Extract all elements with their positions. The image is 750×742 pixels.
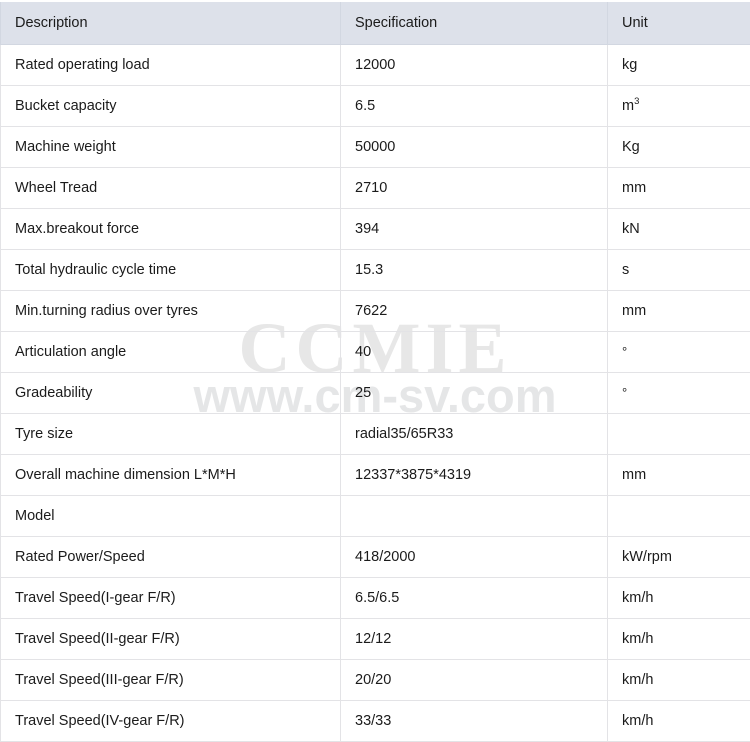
degree-symbol: ° [622,344,627,359]
cell-description: Rated Power/Speed [1,536,341,577]
cell-description: Model [1,495,341,536]
cell-description: Bucket capacity [1,85,341,126]
cell-specification: 12337*3875*4319 [341,454,608,495]
cell-unit: km/h [608,659,750,700]
cell-specification: 2710 [341,167,608,208]
cell-unit: km/h [608,577,750,618]
cell-description: Travel Speed(III-gear F/R) [1,659,341,700]
cell-specification: 6.5 [341,85,608,126]
cell-specification: 33/33 [341,700,608,741]
cell-specification: 25 [341,372,608,413]
cell-specification: 394 [341,208,608,249]
cell-specification: 15.3 [341,249,608,290]
cell-description: Travel Speed(II-gear F/R) [1,618,341,659]
cubic-superscript: 3 [634,96,639,107]
cell-description: Gradeability [1,372,341,413]
cell-specification: 20/20 [341,659,608,700]
cell-unit [608,413,750,454]
cell-description: Rated operating load [1,44,341,85]
cell-description: Tyre size [1,413,341,454]
cell-description: Articulation angle [1,331,341,372]
table-header-row: Description Specification Unit [1,1,750,44]
cell-unit: m3 [608,85,750,126]
cell-unit: km/h [608,618,750,659]
cell-unit: Kg [608,126,750,167]
cell-unit: mm [608,167,750,208]
table-row: Model [1,495,750,536]
cell-specification: 6.5/6.5 [341,577,608,618]
column-header-unit: Unit [608,1,750,44]
cell-description: Wheel Tread [1,167,341,208]
cell-description: Total hydraulic cycle time [1,249,341,290]
cell-unit: ° [608,372,750,413]
cell-unit: kN [608,208,750,249]
cell-unit: mm [608,290,750,331]
cell-specification: 418/2000 [341,536,608,577]
cell-specification: 40 [341,331,608,372]
cell-unit: km/h [608,700,750,741]
cell-unit: ° [608,331,750,372]
cell-unit: s [608,249,750,290]
column-header-specification: Specification [341,1,608,44]
cell-specification: 50000 [341,126,608,167]
cell-specification: radial35/65R33 [341,413,608,454]
cell-specification: 12/12 [341,618,608,659]
cell-specification: 12000 [341,44,608,85]
cell-unit [608,495,750,536]
cell-description: Max.breakout force [1,208,341,249]
table-header: Description Specification Unit [1,1,750,44]
cell-description: Machine weight [1,126,341,167]
cell-description: Travel Speed(IV-gear F/R) [1,700,341,741]
cell-description: Min.turning radius over tyres [1,290,341,331]
cell-specification: 7622 [341,290,608,331]
cell-specification [341,495,608,536]
cell-unit: kg [608,44,750,85]
cell-description: Overall machine dimension L*M*H [1,454,341,495]
cell-unit: kW/rpm [608,536,750,577]
degree-symbol: ° [622,385,627,400]
column-header-description: Description [1,1,341,44]
cell-unit: mm [608,454,750,495]
cell-description: Travel Speed(I-gear F/R) [1,577,341,618]
